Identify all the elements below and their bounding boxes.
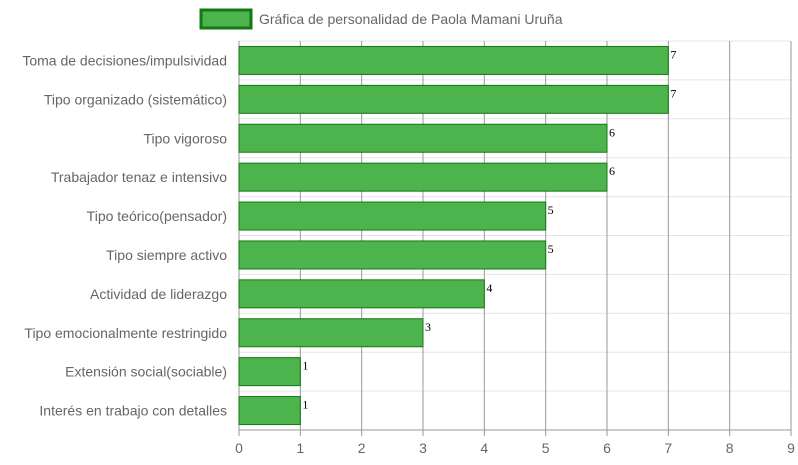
legend-swatch[interactable] bbox=[199, 8, 253, 30]
bar[interactable] bbox=[238, 123, 608, 153]
category-label: Tipo vigoroso bbox=[143, 130, 227, 146]
x-tick-label: 5 bbox=[542, 440, 550, 456]
bar[interactable] bbox=[238, 318, 424, 348]
data-label: 4 bbox=[486, 281, 492, 295]
data-label: 7 bbox=[670, 47, 676, 61]
category-label: Actividad de liderazgo bbox=[90, 286, 227, 302]
x-tick-label: 6 bbox=[603, 440, 611, 456]
category-label: Toma de decisiones/impulsividad bbox=[22, 52, 227, 68]
data-label: 3 bbox=[425, 320, 431, 334]
data-label: 6 bbox=[609, 164, 615, 178]
x-tick-label: 4 bbox=[480, 440, 488, 456]
category-label: Tipo teórico(pensador) bbox=[87, 208, 227, 224]
bar[interactable] bbox=[238, 45, 669, 75]
data-label: 6 bbox=[609, 125, 615, 139]
bar[interactable] bbox=[238, 162, 608, 192]
category-label: Tipo emocionalmente restringido bbox=[24, 325, 227, 341]
x-tick-label: 3 bbox=[419, 440, 427, 456]
data-label: 5 bbox=[548, 203, 554, 217]
data-label: 1 bbox=[302, 398, 308, 412]
bars-group bbox=[238, 45, 669, 426]
data-label: 7 bbox=[670, 86, 676, 100]
bar[interactable] bbox=[238, 201, 547, 231]
bar[interactable] bbox=[238, 396, 301, 426]
x-tick-label: 2 bbox=[358, 440, 366, 456]
data-label: 1 bbox=[302, 359, 308, 373]
category-label: Trabajador tenaz e intensivo bbox=[51, 169, 227, 185]
category-label: Tipo organizado (sistemático) bbox=[44, 91, 227, 107]
bar[interactable] bbox=[238, 84, 669, 114]
bar[interactable] bbox=[238, 357, 301, 387]
bar[interactable] bbox=[238, 240, 547, 270]
data-label: 5 bbox=[548, 242, 554, 256]
bar[interactable] bbox=[238, 279, 485, 309]
data-labels-group: 7 7 6 6 5 5 4 3 1 1 bbox=[302, 47, 676, 411]
chart-legend[interactable]: Gráfica de personalidad de Paola Mamani … bbox=[199, 8, 563, 30]
x-axis-ticks: 0 1 2 3 4 5 6 7 8 9 bbox=[235, 440, 795, 456]
x-tick-label: 1 bbox=[296, 440, 304, 456]
category-label: Interés en trabajo con detalles bbox=[39, 403, 227, 419]
category-label: Tipo siempre activo bbox=[106, 247, 227, 263]
x-tick-label: 0 bbox=[235, 440, 243, 456]
legend-label: Gráfica de personalidad de Paola Mamani … bbox=[259, 11, 563, 27]
x-tick-label: 8 bbox=[726, 440, 734, 456]
x-tick-label: 9 bbox=[787, 440, 795, 456]
category-labels: Toma de decisiones/impulsividad Tipo orga… bbox=[22, 52, 227, 418]
category-label: Extensión social(sociable) bbox=[65, 364, 227, 380]
x-tick-label: 7 bbox=[664, 440, 672, 456]
